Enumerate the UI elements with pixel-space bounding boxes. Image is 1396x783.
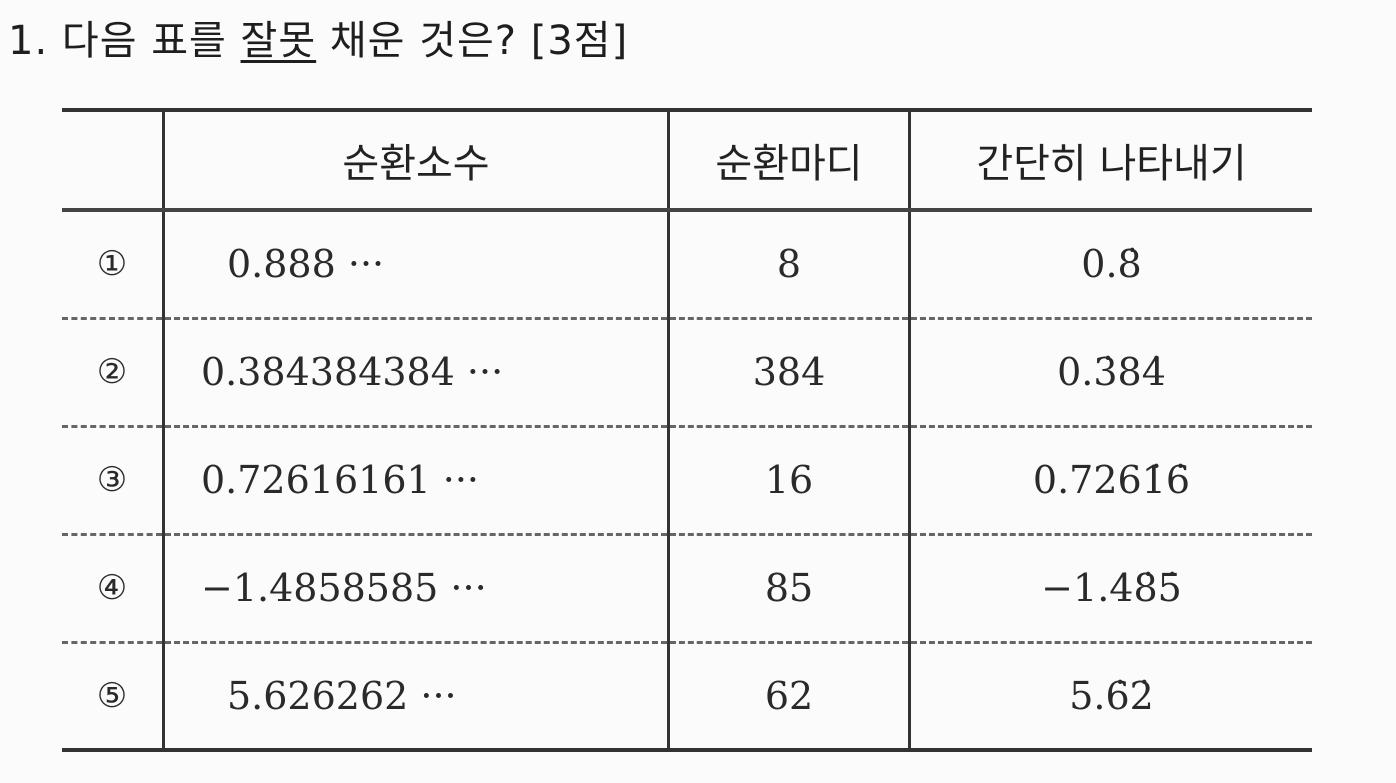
table-row: ② 0.384384384 ··· 384 0.3̇84̇ [62,316,1312,426]
header-notation: 간단히 나타내기 [908,110,1312,212]
choice-label: ③ [62,424,164,534]
choice-label: ⑤ [62,640,164,750]
table-row: ① 0.888 ··· 8 0.8̇ [62,210,1312,318]
decimal-cell: 0.384384384 ··· [162,316,669,426]
notation-cell: 0.8̇ [908,210,1312,318]
question-title: 1. 다음 표를 잘못 채운 것은? [3점] [8,8,628,66]
question-text: 다음 표를 [61,18,227,64]
table-row: ④ −1.4858585 ··· 85 −1.48̇5̇ [62,532,1312,642]
decimal-cell: −1.4858585 ··· [162,532,669,642]
choice-label: ① [96,244,128,285]
answer-table: 순환소수 순환마디 간단히 나타내기 ① 0.888 ··· 8 0.8̇ ② … [62,108,1312,752]
period-cell: 8 [667,210,910,318]
choice-label: ② [62,316,164,426]
period-cell: 384 [667,316,910,426]
notation-cell: 0.7261̇6̇ [908,424,1312,534]
header-decimal: 순환소수 [162,110,669,212]
decimal-cell: 0.888 ··· [162,210,669,318]
notation-cell: −1.48̇5̇ [908,532,1312,642]
question-number: 1. [8,18,49,64]
period-cell: 16 [667,424,910,534]
decimal-cell: 0.72616161 ··· [162,424,669,534]
period-cell: 85 [667,532,910,642]
notation-cell: 5.6̇2̇ [908,640,1312,750]
question-underlined: 잘못 [240,18,317,64]
header-period: 순환마디 [667,110,910,212]
notation-cell: 0.3̇84̇ [908,316,1312,426]
table-row: ③ 0.72616161 ··· 16 0.7261̇6̇ [62,424,1312,534]
header-choice [62,110,164,212]
period-cell: 62 [667,640,910,750]
table-row: ⑤ 5.626262 ··· 62 5.6̇2̇ [62,640,1312,750]
header-row: 순환소수 순환마디 간단히 나타내기 [62,110,1312,212]
decimal-cell: 5.626262 ··· [162,640,669,750]
question-points: [3점] [530,18,629,64]
question-text-end: 채운 것은? [329,18,518,64]
choice-label: ④ [62,532,164,642]
